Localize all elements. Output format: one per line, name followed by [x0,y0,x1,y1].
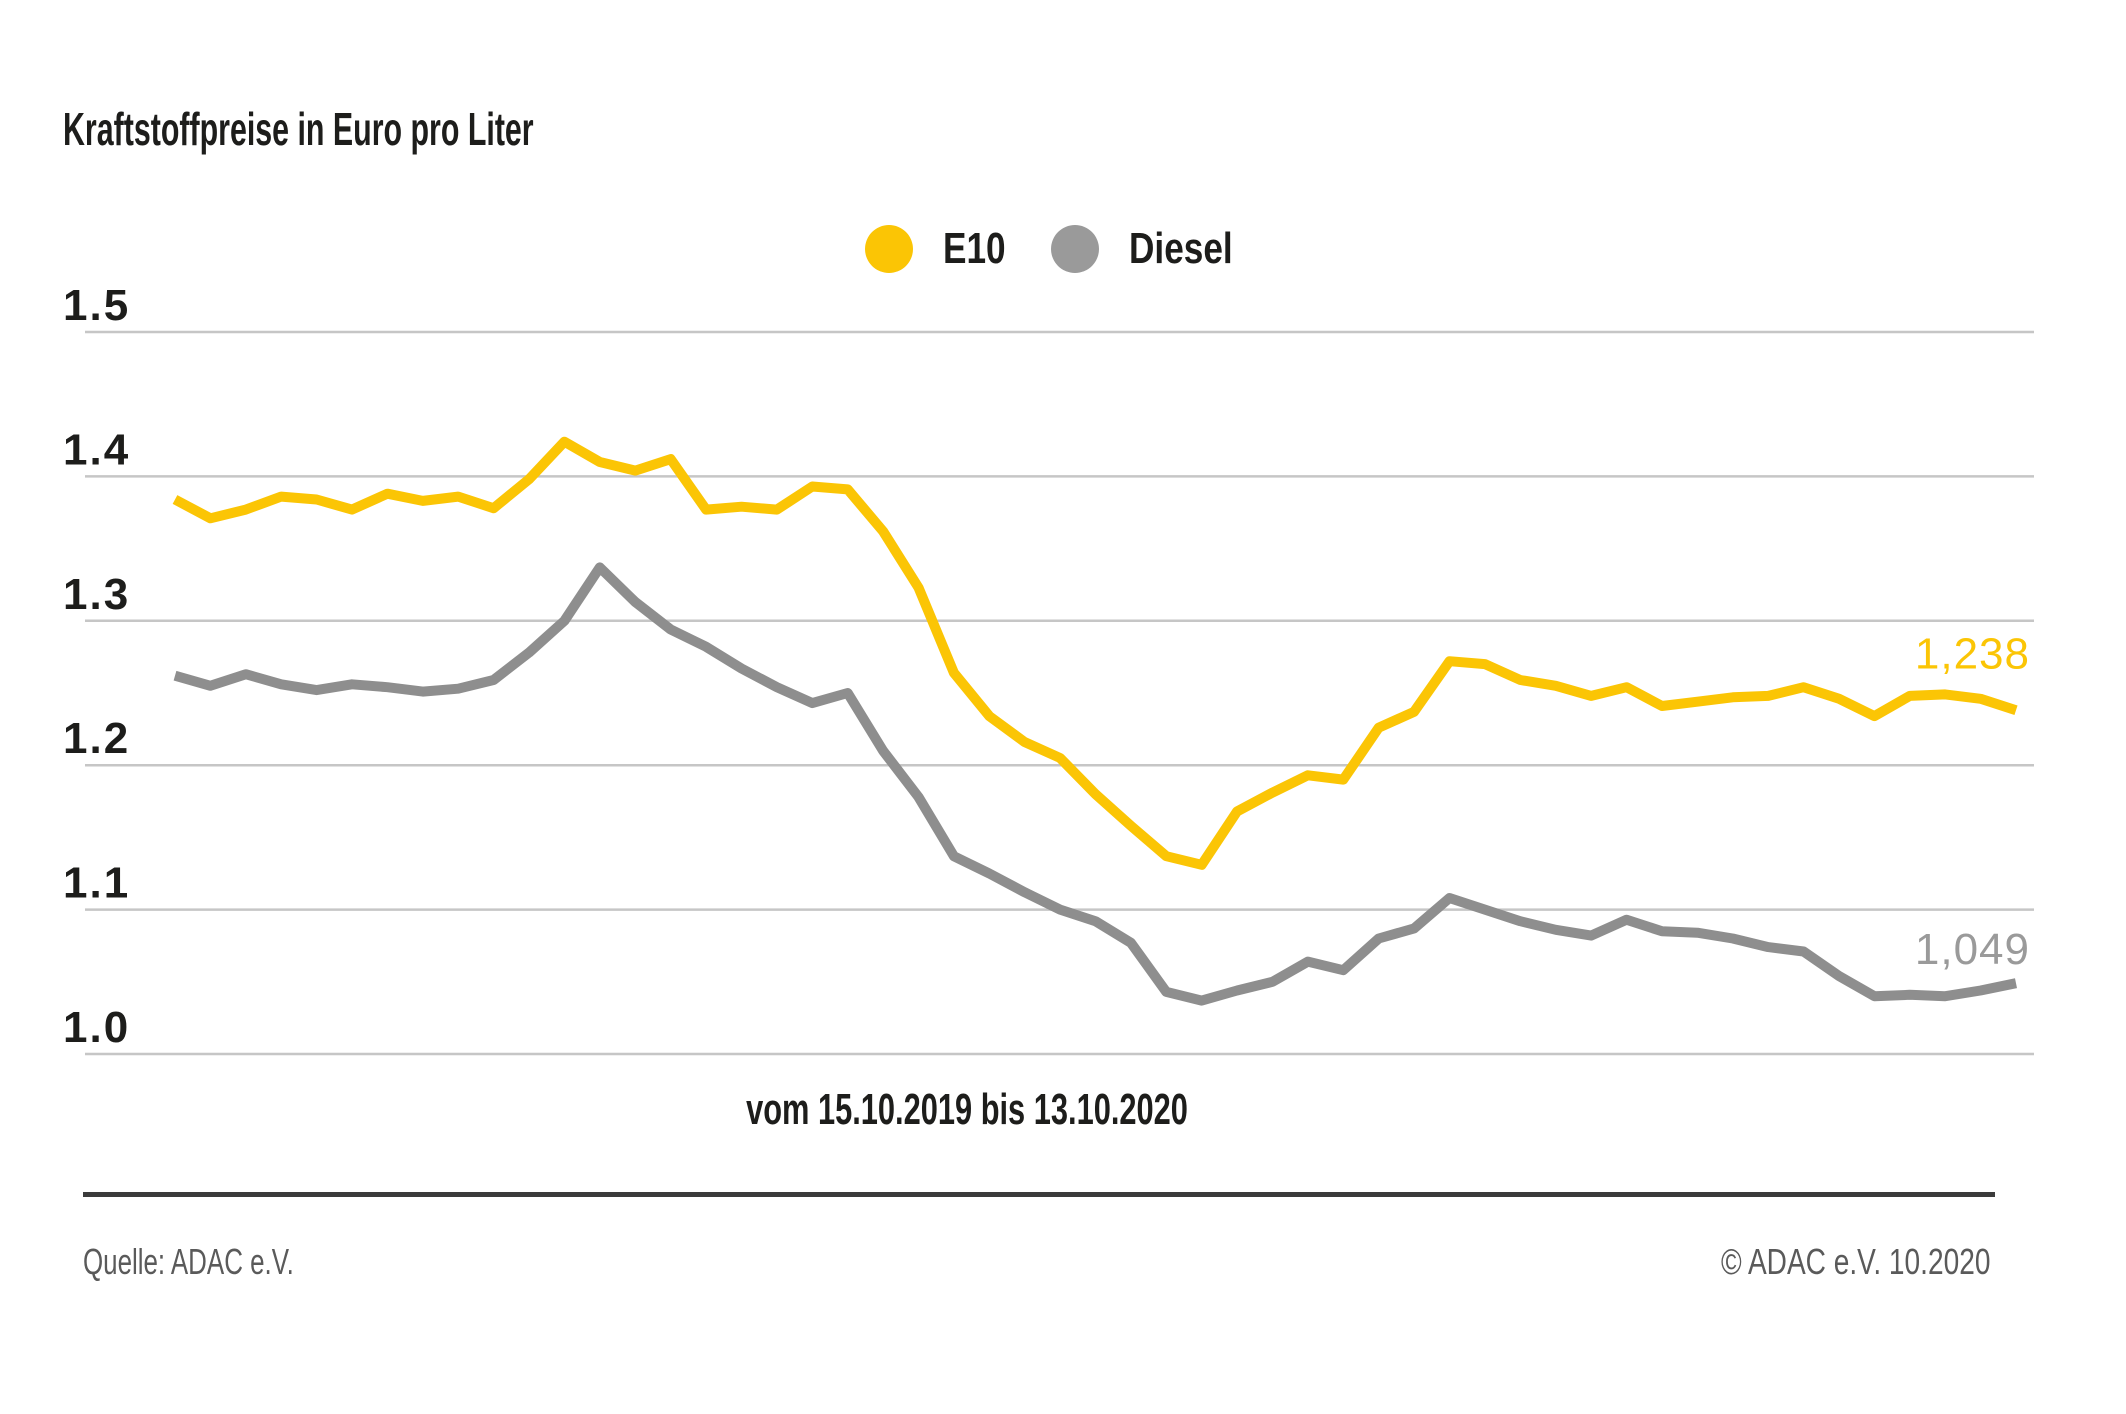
e10-end-value-label: 1,238 [1915,629,2030,678]
copyright-note: © ADAC e.V. 10.2020 [1720,1241,1990,1282]
diesel-legend-dot-icon [1051,225,1100,273]
y-tick-label: 1.0 [63,1003,130,1052]
e10-legend-dot-icon [865,225,913,273]
y-tick-label: 1.1 [63,859,130,908]
diesel-end-value-label: 1,049 [1915,925,2030,974]
source-note: Quelle: ADAC e.V. [83,1241,294,1282]
legend-item-e10: E10 [865,224,1021,274]
legend: E10 Diesel [865,224,1259,274]
x-axis-label: vom 15.10.2019 bis 13.10.2020 [746,1085,1188,1134]
y-tick-label: 1.3 [63,570,130,619]
legend-label-diesel: Diesel [1129,224,1234,273]
diesel-line [173,562,2018,1006]
y-tick-label: 1.4 [63,425,130,474]
legend-label-e10: E10 [943,224,1006,273]
e10-line [172,436,2018,870]
legend-item-diesel: Diesel [1051,224,1259,274]
chart-title: Kraftstoffpreise in Euro pro Liter [63,103,534,155]
y-tick-label: 1.2 [63,714,130,763]
footer-divider [83,1192,1995,1197]
y-tick-label: 1.5 [63,281,130,330]
